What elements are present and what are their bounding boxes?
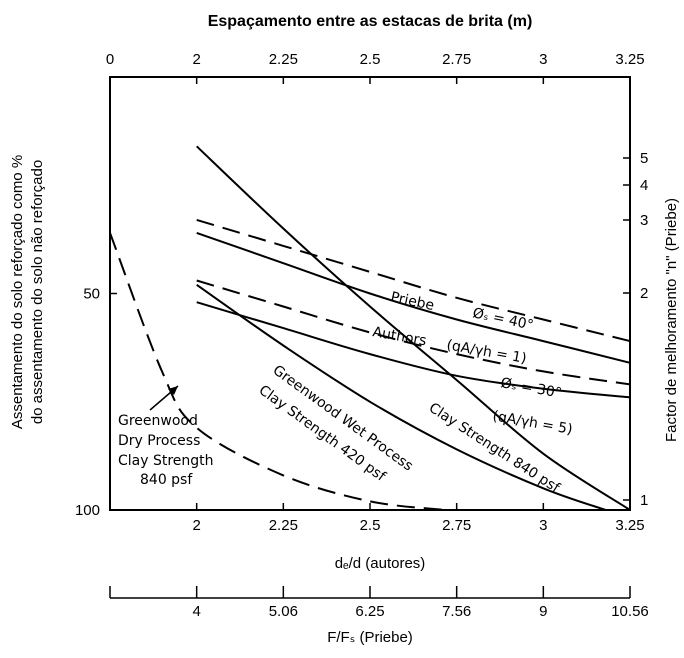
y-axis-label-line2: do assentamento do solo não reforçado — [29, 160, 46, 424]
annotation-phi40: Øₛ = 40° — [471, 305, 535, 333]
series-line-6 — [196, 283, 607, 511]
annotation-qa5: (qA/γh = 5) — [491, 408, 573, 438]
x-axis: 2 2.25 2.5 2.75 3 3.25 — [192, 503, 645, 534]
annotation-priebe: Priebe — [389, 289, 435, 314]
second-tick-label: 7.56 — [442, 603, 471, 620]
chart-title: Espaçamento entre as estacas de brita (m… — [208, 13, 533, 30]
annotation-authors: Authors — [371, 324, 427, 349]
series-line-1 — [196, 218, 631, 343]
series-lines — [109, 145, 631, 511]
top-axis: 0 2 2.25 2.5 2.75 3 3.25 — [106, 51, 645, 84]
second-tick-label: 10.56 — [611, 603, 649, 620]
x-tick-label: 3 — [539, 517, 547, 534]
annotation-phi30: Øₛ = 30° — [499, 375, 563, 401]
top-tick-label: 0 — [106, 51, 114, 68]
second-tick-label: 5.06 — [269, 603, 298, 620]
annotation-arrowhead — [168, 386, 178, 395]
annotation-greenwood-dry-3: Clay Strength — [118, 453, 214, 469]
top-tick-label: 2 — [192, 51, 200, 68]
second-tick-label: 9 — [539, 603, 547, 620]
right-tick-label: 2 — [640, 285, 648, 302]
series-line-7 — [109, 232, 447, 511]
x-tick-label: 2.25 — [269, 517, 298, 534]
right-tick-label: 1 — [640, 492, 648, 509]
right-tick-label: 5 — [640, 150, 648, 167]
annotation-qa1: (qA/γh = 1) — [445, 337, 527, 367]
right-y-axis: 5 4 3 2 1 — [623, 150, 648, 509]
annotation-greenwood-dry-4: 840 psf — [140, 472, 193, 488]
second-x-axis: 4 5.06 6.25 7.56 9 10.56 — [109, 586, 649, 620]
annotation-greenwood-dry-1: Greenwood — [118, 413, 198, 429]
series-line-2 — [196, 231, 631, 364]
y-axis: 50 100 — [75, 286, 117, 519]
y-tick-label: 100 — [75, 502, 100, 519]
top-tick-label: 2.5 — [360, 51, 381, 68]
second-tick-label: 4 — [192, 603, 200, 620]
right-tick-label: 3 — [640, 212, 648, 229]
annotation-greenwood-dry-2: Dry Process — [118, 433, 200, 449]
right-tick-label: 4 — [640, 177, 648, 194]
series-line-5 — [196, 145, 631, 511]
x-tick-label: 2.5 — [360, 517, 381, 534]
series-line-4 — [196, 301, 631, 399]
second-tick-label: 6.25 — [355, 603, 384, 620]
x-tick-label: 2 — [192, 517, 200, 534]
top-tick-label: 3 — [539, 51, 547, 68]
right-axis-label: Factor de melhoramento "n" (Priebe) — [663, 198, 680, 442]
top-tick-label: 3.25 — [615, 51, 644, 68]
y-axis-label-line1: Assentamento do solo reforçado como % — [9, 155, 26, 429]
x-tick-label: 2.75 — [442, 517, 471, 534]
x-axis-label: dₑ/d (autores) — [335, 555, 426, 572]
x-tick-label: 3.25 — [615, 517, 644, 534]
second-x-axis-label: F/Fₛ (Priebe) — [327, 629, 413, 646]
top-tick-label: 2.75 — [442, 51, 471, 68]
y-tick-label: 50 — [83, 286, 100, 303]
top-tick-label: 2.25 — [269, 51, 298, 68]
